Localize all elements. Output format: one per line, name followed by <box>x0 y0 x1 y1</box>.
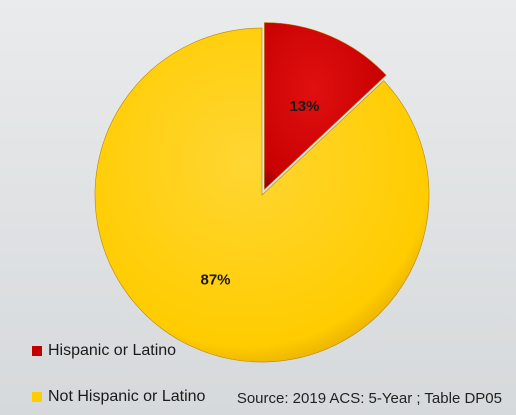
legend-label-hispanic: Hispanic or Latino <box>48 342 177 359</box>
source-note: Source: 2019 ACS: 5-Year ; Table DP05 <box>236 390 502 407</box>
legend-swatch-hispanic <box>32 346 42 356</box>
data-label-hispanic: 13% <box>289 98 319 115</box>
data-label-not-hispanic: 87% <box>201 271 231 288</box>
pie-slice-not-hispanic <box>94 27 430 363</box>
legend-item-not-hispanic: Not Hispanic or Latino <box>32 388 205 406</box>
legend-item-hispanic: Hispanic or Latino <box>32 342 176 360</box>
legend-swatch-not-hispanic <box>32 392 42 402</box>
legend-label-not-hispanic: Not Hispanic or Latino <box>48 388 206 405</box>
pie-slice-hispanic <box>264 22 387 191</box>
